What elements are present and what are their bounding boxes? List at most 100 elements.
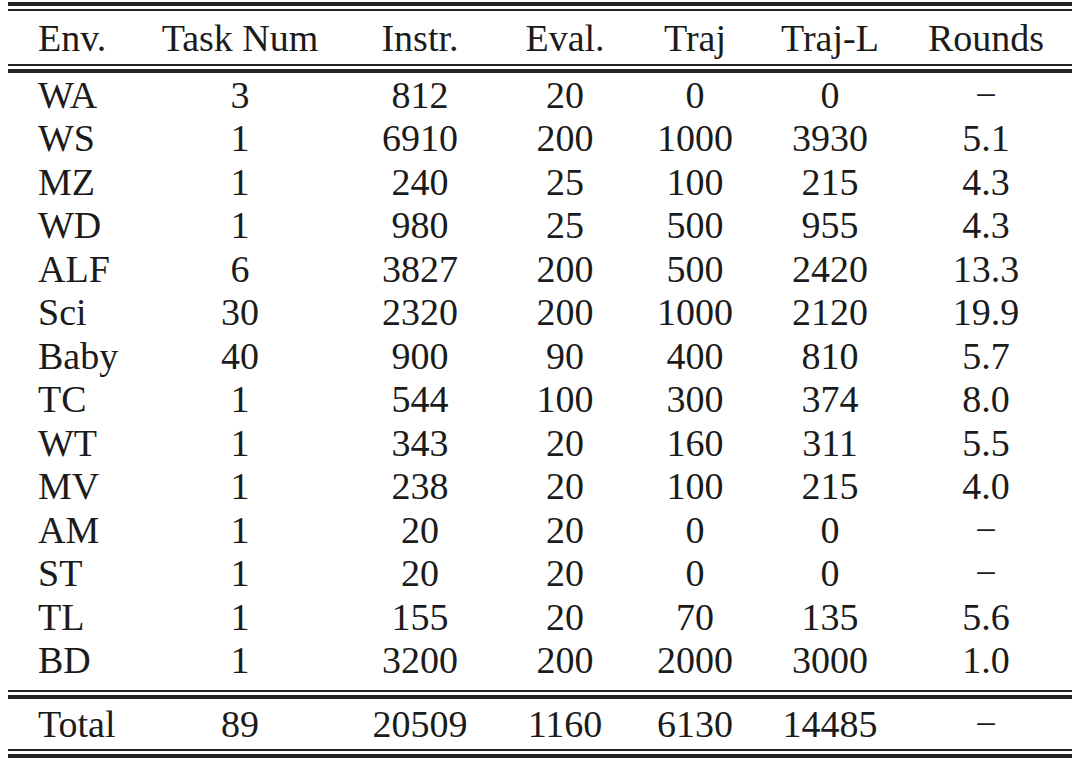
cell-wt-env: WT [8,424,140,462]
cell-tl-traj-l: 135 [760,598,900,636]
cell-sci-instr: 2320 [340,293,500,331]
cell-baby-env: Baby [8,337,140,375]
cell-mz-traj: 100 [630,163,760,201]
cell-tc-traj-l: 374 [760,380,900,418]
cell-tc-env: TC [8,380,140,418]
table-row-mz: MZ1240251002154.3 [8,160,1072,204]
cell-mz-task-num: 1 [140,163,340,201]
total-separator-rule [8,690,1072,699]
cell-alf-env: ALF [8,250,140,288]
cell-sci-env: Sci [8,293,140,331]
cell-alf-traj: 500 [630,250,760,288]
cell-baby-instr: 900 [340,337,500,375]
cell-am-env: AM [8,511,140,549]
cell-baby-traj-l: 810 [760,337,900,375]
cell-sci-traj: 1000 [630,293,760,331]
table-row-mv: MV1238201002154.0 [8,465,1072,509]
cell-st-instr: 20 [340,554,500,592]
cell-baby-rounds: 5.7 [900,337,1072,375]
table-row-wt: WT1343201603115.5 [8,421,1072,465]
table-header-row: Env.Task NumInstr.Eval.TrajTraj-LRounds [8,11,1072,64]
cell-am-eval: 20 [500,511,630,549]
cell-wd-rounds: 4.3 [900,206,1072,244]
cell-wd-env: WD [8,206,140,244]
cell-mv-env: MV [8,467,140,505]
cell-st-env: ST [8,554,140,592]
column-header-task-num: Task Num [140,19,340,57]
cell-mv-rounds: 4.0 [900,467,1072,505]
cell-baby-task-num: 40 [140,337,340,375]
cell-bd-traj: 2000 [630,641,760,679]
cell-tc-instr: 544 [340,380,500,418]
cell-wa-traj-l: 0 [760,76,900,114]
cell-total-traj: 6130 [630,705,760,743]
cell-alf-task-num: 6 [140,250,340,288]
cell-mv-traj: 100 [630,467,760,505]
cell-wt-rounds: 5.5 [900,424,1072,462]
cell-wd-eval: 25 [500,206,630,244]
cell-total-rounds: − [900,705,1072,743]
cell-bd-rounds: 1.0 [900,641,1072,679]
cell-wt-eval: 20 [500,424,630,462]
cell-st-task-num: 1 [140,554,340,592]
cell-mz-env: MZ [8,163,140,201]
cell-st-traj: 0 [630,554,760,592]
cell-tl-env: TL [8,598,140,636]
cell-ws-traj-l: 3930 [760,119,900,157]
cell-tc-eval: 100 [500,380,630,418]
cell-baby-eval: 90 [500,337,630,375]
cell-alf-rounds: 13.3 [900,250,1072,288]
cell-wt-traj: 160 [630,424,760,462]
column-header-env: Env. [8,19,140,57]
cell-wa-rounds: − [900,76,1072,114]
cell-tl-task-num: 1 [140,598,340,636]
cell-wa-eval: 20 [500,76,630,114]
cell-mz-traj-l: 215 [760,163,900,201]
cell-total-env: Total [8,705,140,743]
cell-bd-traj-l: 3000 [760,641,900,679]
cell-mv-eval: 20 [500,467,630,505]
cell-wa-env: WA [8,76,140,114]
cell-bd-eval: 200 [500,641,630,679]
cell-sci-traj-l: 2120 [760,293,900,331]
table-total-row: Total89205091160613014485− [8,699,1072,749]
cell-total-task-num: 89 [140,705,340,743]
cell-alf-traj-l: 2420 [760,250,900,288]
dataset-statistics-table: Env.Task NumInstr.Eval.TrajTraj-LRounds … [8,2,1072,758]
cell-mz-eval: 25 [500,163,630,201]
cell-ws-task-num: 1 [140,119,340,157]
cell-mv-task-num: 1 [140,467,340,505]
cell-wt-instr: 343 [340,424,500,462]
cell-alf-instr: 3827 [340,250,500,288]
cell-sci-task-num: 30 [140,293,340,331]
table-bottom-rule [8,749,1072,758]
cell-st-rounds: − [900,554,1072,592]
cell-sci-rounds: 19.9 [900,293,1072,331]
column-header-traj: Traj [630,19,760,57]
cell-baby-traj: 400 [630,337,760,375]
cell-total-traj-l: 14485 [760,705,900,743]
cell-alf-eval: 200 [500,250,630,288]
cell-wt-traj-l: 311 [760,424,900,462]
cell-wa-traj: 0 [630,76,760,114]
bottom-rule-thick-line [8,754,1072,758]
table-body: WA38122000−WS16910200100039305.1MZ124025… [8,73,1072,682]
table-row-am: AM1202000− [8,508,1072,552]
cell-mz-instr: 240 [340,163,500,201]
cell-ws-rounds: 5.1 [900,119,1072,157]
cell-ws-env: WS [8,119,140,157]
column-header-rounds: Rounds [900,19,1072,57]
column-header-eval: Eval. [500,19,630,57]
column-header-instr: Instr. [340,19,500,57]
cell-bd-task-num: 1 [140,641,340,679]
cell-ws-eval: 200 [500,119,630,157]
table-row-wa: WA38122000− [8,73,1072,117]
cell-tc-traj: 300 [630,380,760,418]
table-row-alf: ALF63827200500242013.3 [8,247,1072,291]
cell-sci-eval: 200 [500,293,630,331]
table-row-tc: TC15441003003748.0 [8,378,1072,422]
cell-total-eval: 1160 [500,705,630,743]
table-row-ws: WS16910200100039305.1 [8,117,1072,161]
cell-wd-task-num: 1 [140,206,340,244]
cell-ws-traj: 1000 [630,119,760,157]
